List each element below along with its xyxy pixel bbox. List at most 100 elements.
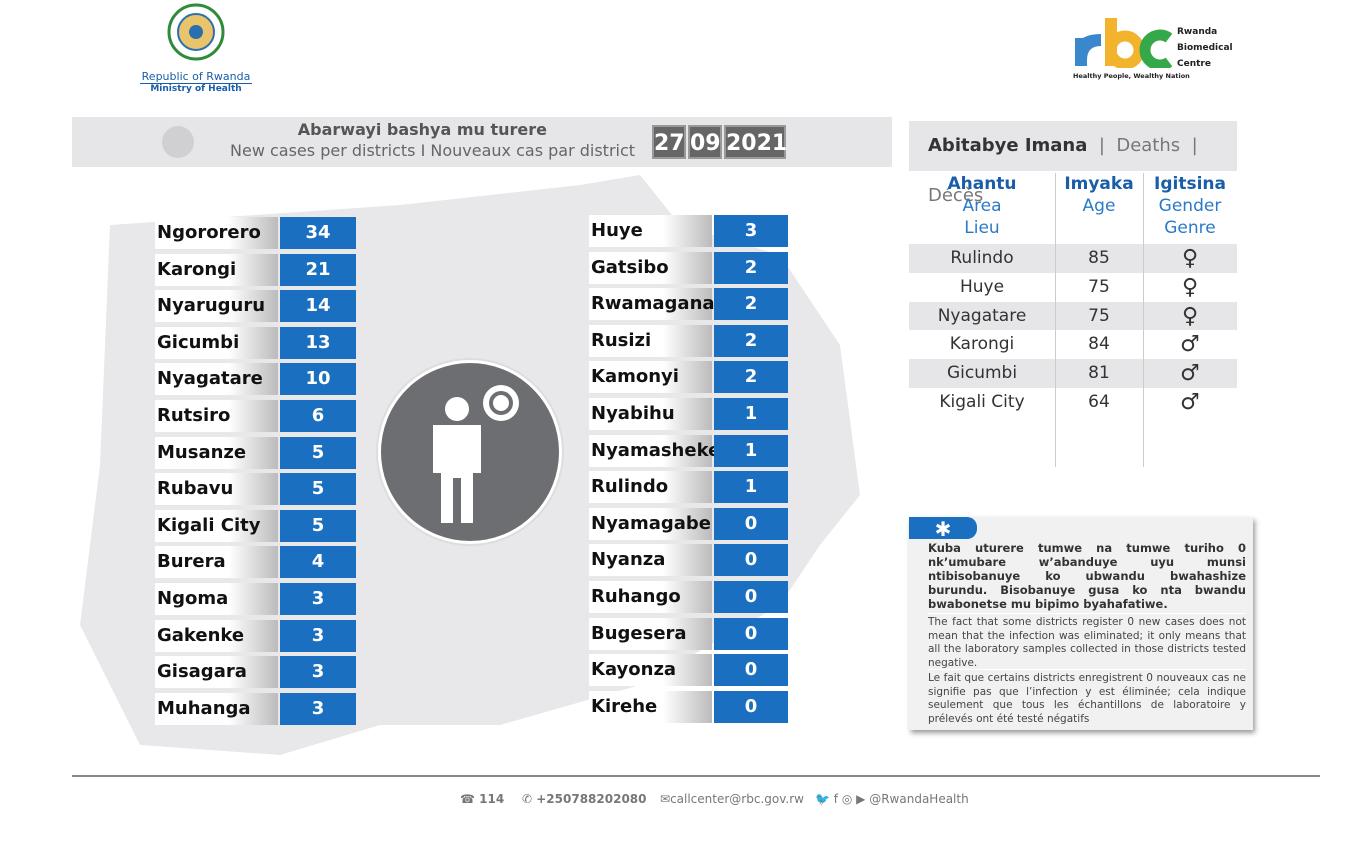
district-name: Nyamagabe — [589, 507, 712, 540]
district-cases: 2 — [714, 251, 788, 284]
district-name: Kayonza — [589, 654, 712, 687]
district-name: Gakenke — [155, 619, 278, 652]
death-row: Kigali City 64 ♂ — [909, 388, 1237, 417]
deaths-header: Abitabye Imana | Deaths | Décès — [909, 121, 1237, 206]
district-cases: 10 — [280, 363, 356, 396]
district-cases: 0 — [714, 507, 788, 540]
death-area: Gicumbi — [946, 363, 1018, 384]
death-age: 75 — [1088, 276, 1110, 297]
email-icon: ✉ — [660, 792, 671, 806]
rbc-name-3: Centre — [1177, 59, 1211, 69]
district-cases: 3 — [280, 583, 356, 615]
asterisk-icon: ✱ — [909, 517, 977, 541]
district-cases: 5 — [280, 436, 356, 469]
district-name: Muhanga — [155, 692, 278, 725]
ministry-line2: Ministry of Health — [150, 84, 242, 94]
death-age: 64 — [1088, 392, 1110, 412]
rbc-name-1: Rwanda — [1177, 27, 1218, 37]
social: 🐦 f ◎ ▶ @RwandaHealth — [815, 792, 969, 806]
district-cases: 1 — [714, 471, 788, 504]
district-name: Rutsiro — [155, 400, 278, 432]
footer-divider — [72, 775, 1320, 777]
deaths-title-en: Deaths — [1116, 135, 1181, 156]
district-name: Nyagatare — [155, 363, 278, 396]
district-name: Nyabihu — [589, 398, 712, 430]
district-cases: 0 — [714, 581, 788, 613]
district-name: Ruhango — [589, 581, 712, 613]
patient-circle — [378, 360, 562, 544]
banner-title-rw: Abarwayi bashya mu turere — [297, 120, 547, 139]
district-cases: 3 — [280, 656, 356, 689]
district-name: Burera — [155, 546, 278, 579]
district-name: Ngoma — [155, 583, 278, 615]
zero-cases-note: ✱ Kuba uturere tumwe na tumwe turiho 0 n… — [909, 517, 1253, 730]
person-with-virus-icon — [433, 385, 519, 523]
col-area: Ahantu Area Lieu — [947, 174, 1017, 238]
district-cases: 5 — [280, 473, 356, 506]
date-day: 27 — [652, 125, 686, 159]
female-icon: ♀ — [1181, 274, 1199, 300]
whatsapp-icon: ✆ — [522, 792, 533, 806]
death-area: Rulindo — [950, 248, 1014, 268]
death-row: Huye 75 ♀ — [909, 272, 1237, 302]
male-icon: ♂ — [1180, 390, 1200, 415]
district-name: Bugesera — [589, 617, 712, 650]
district-name: Karongi — [155, 253, 278, 286]
death-row: Gicumbi 81 ♂ — [909, 359, 1237, 389]
district-cases: 6 — [280, 400, 356, 432]
district-cases: 0 — [714, 617, 788, 650]
note-rw: Kuba uturere tumwe na tumwe turiho 0 nk’… — [928, 541, 1246, 611]
district-cases: 4 — [280, 546, 356, 579]
male-icon: ♂ — [1180, 361, 1200, 387]
male-icon: ♂ — [1180, 332, 1200, 358]
district-cases: 3 — [714, 215, 788, 247]
hotline: ☎ 114 — [460, 792, 505, 806]
district-name: Musanze — [155, 436, 278, 469]
district-cases: 0 — [714, 654, 788, 687]
banner-title-en-fr: New cases per districts I Nouveaux cas p… — [230, 141, 636, 160]
district-cases: 14 — [280, 290, 356, 323]
district-cases: 0 — [714, 544, 788, 577]
district-cases: 1 — [714, 398, 788, 430]
death-row: Rulindo 85 ♀ — [909, 244, 1237, 273]
district-name: Nyaruguru — [155, 290, 278, 323]
new-cases-banner: Abarwayi bashya mu turere New cases per … — [72, 117, 892, 167]
facebook-icon: f — [833, 792, 839, 806]
district-name: Gisagara — [155, 656, 278, 689]
note-fr: Le fait que certains districts enregistr… — [928, 669, 1246, 726]
ministry-line1: Republic of Rwanda — [140, 70, 252, 84]
district-cases: 2 — [714, 361, 788, 394]
death-area: Huye — [959, 276, 1005, 297]
district-name: Kirehe — [589, 690, 712, 723]
coat-of-arms-icon — [167, 3, 225, 61]
col-gender: Igitsina Gender Genre — [1154, 174, 1226, 238]
youtube-icon: ▶ — [856, 792, 866, 806]
email: ✉callcenter@rbc.gov.rw — [660, 792, 804, 806]
rbc-name-2: Biomedical — [1177, 43, 1233, 53]
district-name: Rulindo — [589, 471, 712, 504]
district-cases: 0 — [714, 690, 788, 723]
district-name: Rubavu — [155, 473, 278, 506]
district-name: Gatsibo — [589, 251, 712, 284]
district-name: Nyamasheke — [589, 434, 720, 467]
instagram-icon: ◎ — [841, 792, 853, 806]
deaths-title-fr: Décès — [928, 185, 984, 206]
virus-icon — [162, 126, 194, 158]
female-icon: ♀ — [1181, 246, 1199, 271]
death-age: 75 — [1088, 305, 1110, 326]
phone-icon: ☎ — [460, 792, 475, 806]
district-name: Rusizi — [589, 324, 712, 357]
district-name: Kigali City — [155, 509, 278, 542]
district-name: Ngororero — [155, 217, 278, 249]
district-cases: 34 — [280, 217, 356, 249]
deaths-panel: Abitabye Imana | Deaths | Décès Ahantu Ar… — [909, 121, 1237, 467]
female-icon: ♀ — [1181, 303, 1199, 329]
death-area: Nyagatare — [937, 305, 1027, 326]
district-cases: 13 — [280, 326, 356, 359]
district-name: Huye — [589, 215, 712, 247]
ministry-logo: Republic of Rwanda Ministry of Health — [140, 2, 252, 94]
note-en: The fact that some districts register 0 … — [928, 613, 1246, 670]
date-year: 2021 — [724, 125, 787, 159]
district-name: Rwamagana — [589, 288, 715, 321]
district-cases: 2 — [714, 324, 788, 357]
